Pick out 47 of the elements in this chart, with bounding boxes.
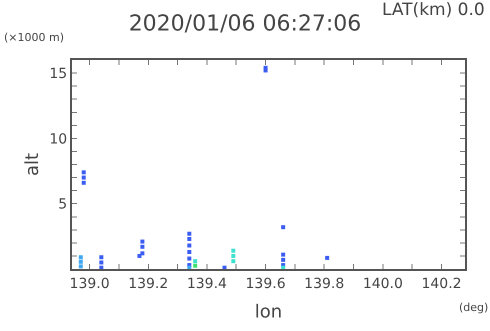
point [187, 232, 192, 236]
point [281, 266, 286, 269]
y-tick-label: 5 [58, 196, 68, 213]
x-axis-title: lon [254, 301, 282, 322]
point [281, 225, 286, 230]
text: (×1000 m) [4, 31, 64, 44]
point [78, 260, 83, 264]
x-tick-label: 139.2 [128, 276, 168, 292]
x-tick-label: 140.0 [362, 276, 403, 292]
point [140, 251, 144, 256]
x-tick-label: 139.8 [304, 276, 344, 292]
point [187, 250, 192, 254]
point [82, 180, 86, 185]
point [325, 256, 330, 260]
point [231, 254, 236, 258]
point [137, 254, 142, 258]
point [140, 240, 144, 244]
point [140, 244, 144, 249]
x-tick-label: 139.0 [70, 276, 110, 292]
point [187, 236, 192, 241]
point [99, 255, 104, 260]
point [264, 66, 268, 70]
x-tick-label: 139.4 [186, 276, 228, 292]
point [193, 259, 198, 264]
point [231, 248, 236, 253]
text: (deg) [459, 301, 488, 314]
point [187, 256, 192, 261]
point [222, 266, 227, 269]
point [281, 252, 286, 257]
y-tick-label: 15 [49, 66, 68, 82]
point [78, 264, 83, 268]
y-axis-title: alt [22, 152, 44, 176]
point [187, 266, 192, 269]
point [187, 243, 192, 248]
point [82, 170, 86, 174]
point [193, 264, 198, 268]
point [82, 176, 86, 180]
point [281, 258, 286, 262]
chart-title: 2020/01/06 06:27:06 [128, 11, 362, 36]
point [99, 266, 104, 269]
point [99, 260, 104, 264]
point [78, 255, 83, 260]
x-tick-label: 139.6 [246, 276, 286, 292]
x-tick-label: 140.2 [421, 276, 462, 292]
point [231, 259, 236, 264]
chart-subtitle: LAT(km) 0.0 [382, 0, 485, 20]
y-tick-label: 10 [49, 131, 68, 148]
